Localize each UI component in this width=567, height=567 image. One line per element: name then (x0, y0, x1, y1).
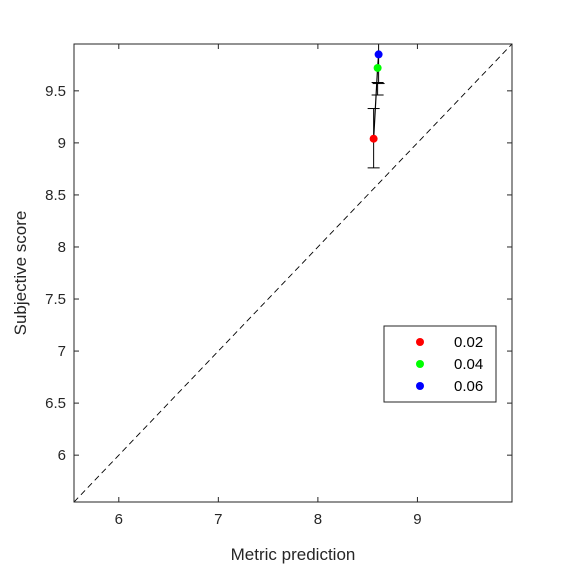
data-point-0.06 (374, 50, 383, 59)
x-tick-label: 7 (214, 511, 222, 528)
y-tick-label: 7.5 (45, 291, 66, 308)
y-axis-label: Subjective score (11, 211, 30, 336)
legend-marker-0.04 (416, 360, 424, 368)
legend-marker-0.02 (416, 338, 424, 346)
x-tick-label: 8 (314, 511, 322, 528)
y-tick-label: 9 (58, 135, 66, 152)
y-tick-label: 8 (58, 239, 66, 256)
axes-box (73, 43, 513, 503)
data-point-0.04 (373, 63, 382, 72)
legend-label: 0.06 (454, 378, 483, 395)
y-tick-label: 6 (58, 447, 66, 464)
reference-diagonal-line (73, 43, 513, 503)
data-point-0.02 (369, 134, 378, 143)
legend-marker-0.06 (416, 382, 424, 390)
legend-label: 0.02 (454, 334, 483, 351)
y-tick-label: 8.5 (45, 187, 66, 204)
legend-box (383, 325, 497, 403)
x-tick-label: 9 (413, 511, 421, 528)
y-tick-label: 9.5 (45, 83, 66, 100)
x-tick-label: 6 (115, 511, 123, 528)
y-tick-label: 6.5 (45, 395, 66, 412)
x-axis-label: Metric prediction (231, 545, 356, 564)
y-tick-label: 7 (58, 343, 66, 360)
legend-label: 0.04 (454, 356, 483, 373)
